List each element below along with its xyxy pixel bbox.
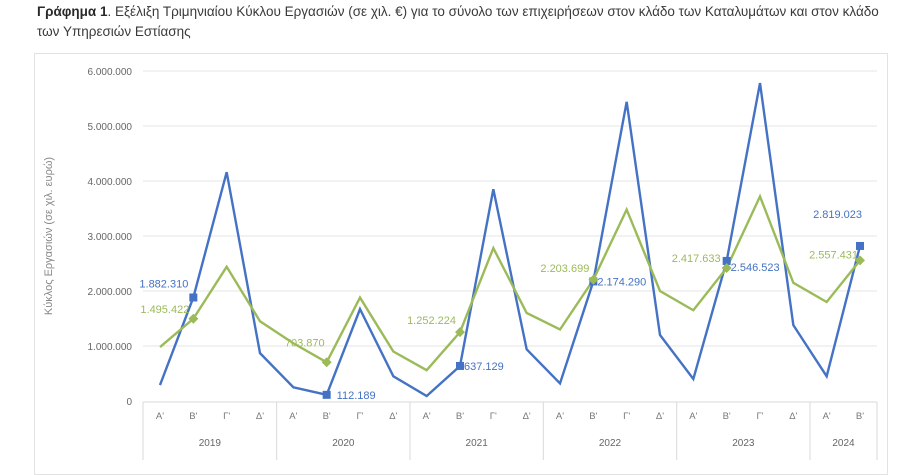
- data-label: 703.870: [285, 337, 325, 349]
- year-label: 2019: [199, 438, 222, 449]
- diamond-marker-icon: [855, 255, 865, 266]
- quarter-label: Β': [856, 411, 864, 422]
- quarter-label: Β': [323, 411, 331, 422]
- line-chart: 0 1.000.000 2.000.000 3.000.000 4.000.000 5.0…: [43, 67, 878, 460]
- quarter-label: Γ': [223, 411, 230, 422]
- y-tick-label: 6.000.000: [88, 67, 133, 78]
- series-line: [159, 193, 861, 372]
- caption-prefix: Γράφημα 1: [37, 4, 108, 19]
- quarter-label: Α': [423, 411, 431, 422]
- data-label: 2.819.023: [813, 209, 862, 221]
- quarter-label: Γ': [756, 411, 763, 422]
- quarter-label: Β': [723, 411, 731, 422]
- data-label: 2.417.633: [672, 253, 721, 265]
- data-label: 1.882.310: [139, 278, 188, 290]
- year-label: 2024: [832, 438, 855, 449]
- quarter-label: Γ': [490, 411, 497, 422]
- square-marker-icon: [722, 256, 731, 265]
- quarter-label: Α': [823, 411, 831, 422]
- square-marker-icon: [856, 241, 864, 250]
- quarter-label: Α': [556, 411, 564, 422]
- diamond-marker-icon: [188, 313, 199, 324]
- y-tick-label: 1.000.000: [88, 342, 133, 353]
- y-tick-label: 2.000.000: [88, 287, 133, 298]
- quarter-label: Α': [156, 411, 164, 422]
- y-tick-label: 5.000.000: [88, 122, 133, 133]
- diamond-marker-icon: [588, 274, 599, 285]
- y-tick-label: 0: [126, 397, 132, 408]
- data-label: 1.252.224: [407, 315, 456, 327]
- chart-frame: [34, 53, 888, 475]
- y-axis-label: Κύκλος Εργασιών (σε χιλ. ευρώ): [43, 157, 55, 315]
- data-label: 2.203.699: [540, 263, 589, 275]
- diamond-marker-icon: [721, 263, 732, 274]
- y-tick-label: 3.000.000: [88, 232, 133, 243]
- data-label: 1.495.422: [140, 304, 189, 316]
- quarter-label: Γ': [356, 411, 363, 422]
- quarter-label: Γ': [623, 411, 630, 422]
- data-label: 637.129: [464, 361, 504, 373]
- caption-text: . Εξέλιξη Τριμηνιαίου Κύκλου Εργασιών (σ…: [37, 4, 879, 39]
- quarter-label: Α': [689, 411, 697, 422]
- year-label: 2022: [599, 438, 622, 449]
- quarter-label: Δ': [389, 411, 397, 422]
- square-marker-icon: [322, 390, 331, 399]
- chart-caption: Γράφημα 1. Εξέλιξη Τριμηνιαίου Κύκλου Ερ…: [37, 2, 897, 42]
- quarter-label: Δ': [256, 411, 264, 422]
- y-tick-label: 4.000.000: [88, 177, 133, 188]
- quarter-label: Δ': [789, 411, 797, 422]
- square-marker-icon: [189, 293, 198, 302]
- data-label: 2.174.290: [597, 276, 646, 288]
- year-label: 2023: [732, 438, 755, 449]
- quarter-label: Δ': [656, 411, 664, 422]
- data-label: 112.189: [337, 390, 376, 402]
- data-label: 2.546.523: [731, 262, 780, 274]
- quarter-label: Α': [289, 411, 297, 422]
- quarter-label: Β': [189, 411, 197, 422]
- quarter-label: Β': [456, 411, 464, 422]
- square-marker-icon: [456, 361, 464, 370]
- diamond-marker-icon: [321, 357, 332, 368]
- diamond-marker-icon: [455, 327, 465, 338]
- data-label: 2.557.431: [809, 249, 858, 261]
- year-label: 2021: [466, 438, 489, 449]
- quarter-label: Δ': [523, 411, 531, 422]
- year-label: 2020: [332, 438, 355, 449]
- series-line: [158, 82, 862, 398]
- quarter-label: Β': [589, 411, 597, 422]
